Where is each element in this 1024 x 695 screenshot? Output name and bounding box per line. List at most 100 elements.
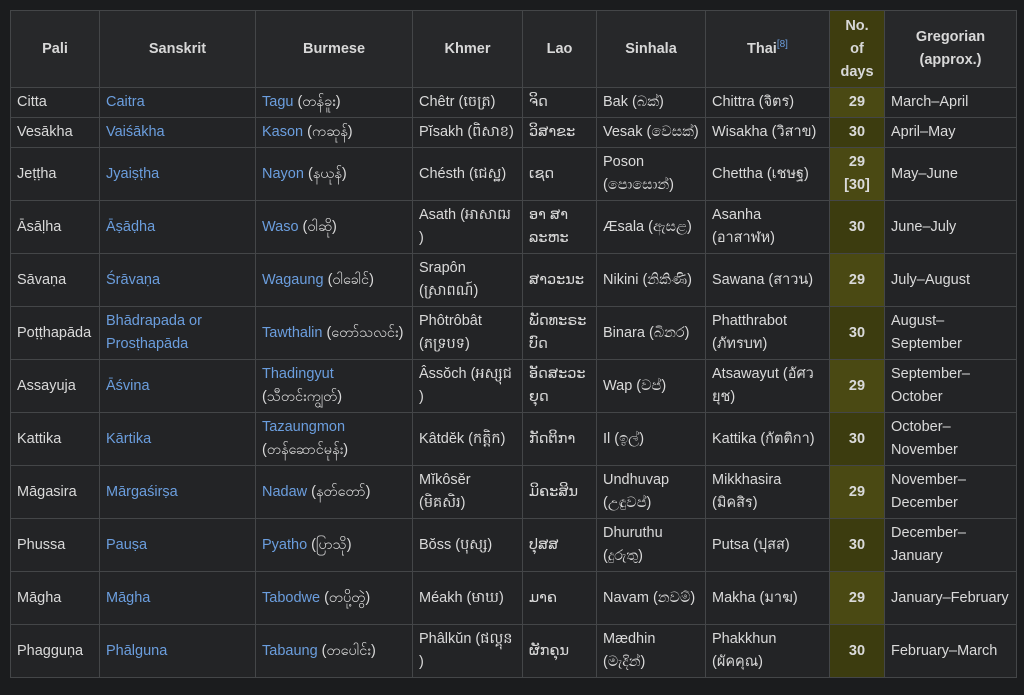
burmese-link[interactable]: Tabodwe [262,589,321,606]
header-khmer: Khmer [412,10,523,88]
cell-pali: Māgha [10,571,100,625]
cell-khmer: Chésth (ជេស្ឋ) [412,147,523,201]
burmese-link[interactable]: Tagu [262,94,294,110]
cell-sanskrit: Jyaiṣṭha [99,147,256,201]
cell-gregorian: May–June [884,147,1017,201]
days-alt-value: [30] [844,177,870,193]
cell-sinhala: Vesak (වෙසක්) [596,117,706,148]
cell-sanskrit: Māgha [99,571,256,625]
cell-burmese: Kason (ကဆုန်) [255,117,413,148]
header-thai: Thai[8] [705,10,830,88]
cell-lao: ອັດສະວະ ຍຸດ [522,359,597,413]
month-names-table: Pali Sanskrit Burmese Khmer Lao Sinhala … [10,10,1017,678]
days-value: 29 [848,483,866,500]
days-value: 30 [848,124,866,140]
cell-thai: Wisakha (วิสาข) [705,117,830,148]
days-value: 29 [848,94,866,110]
cell-lao: ມາຄ [522,571,597,625]
cell-gregorian: June–July [884,200,1017,254]
cell-burmese: Thadingyut (သီတင်းကျွတ်) [255,359,413,413]
cell-days: 30 [829,518,885,572]
cell-pali: Assayuja [10,359,100,413]
sanskrit-link[interactable]: Caitra [106,94,145,110]
cell-sinhala: Undhuvap (උඳුවප්) [596,465,706,519]
header-sinhala: Sinhala [596,10,706,88]
days-value: 30 [848,642,866,659]
cell-gregorian: November–December [884,465,1017,519]
sanskrit-link[interactable]: Jyaiṣṭha [106,165,160,182]
sanskrit-link[interactable]: Māgha [106,589,151,606]
cell-gregorian: December–January [884,518,1017,572]
cell-sanskrit: Āśvina [99,359,256,413]
cell-lao: ປຸສສ [522,518,597,572]
sanskrit-link[interactable]: Bhādrapada or Prosṭhapāda [106,313,202,352]
header-days: No. of days [829,10,885,88]
cell-thai: Phakkhun (ผัคคุณ) [705,624,830,678]
cell-lao: ເຊດ [522,147,597,201]
cell-khmer: Pĭsakh (ពិសាខ) [412,117,523,148]
cell-sinhala: Bak (බක්) [596,87,706,118]
cell-khmer: Asath (អាសាឍ ) [412,200,523,254]
cell-thai: Asanha (อาสาฬห) [705,200,830,254]
burmese-link[interactable]: Nadaw [262,483,308,500]
cell-sanskrit: Bhādrapada or Prosṭhapāda [99,306,256,360]
cell-burmese: Tabodwe (တပို့တွဲ) [255,571,413,625]
cell-pali: Sāvaṇa [10,253,100,307]
sanskrit-link[interactable]: Śrāvaṇa [106,271,161,288]
cell-gregorian: October–November [884,412,1017,466]
cell-lao: ສາວະນະ [522,253,597,307]
cell-lao: ກັດຕິກາ [522,412,597,466]
table-row: Māgasira Mārgaśirṣa Nadaw (နတ်တော်) Mĭkô… [10,465,1017,519]
burmese-script: (ဝါခေါင်) [323,271,374,288]
burmese-link[interactable]: Pyatho [262,536,308,553]
header-days-line2: of [850,40,864,57]
burmese-link[interactable]: Tabaung [262,642,318,659]
burmese-script: (တပို့တွဲ) [320,589,371,606]
citation-link[interactable]: [8] [776,38,788,50]
cell-pali: Āsāḷha [10,200,100,254]
sanskrit-link[interactable]: Mārgaśirṣa [106,483,178,500]
cell-days: 29 [829,253,885,307]
burmese-link[interactable]: Tawthalin [262,324,323,341]
table-body: Citta Caitra Tagu (တန်ခူး) Chêtr (ចេត្រ)… [10,87,1017,678]
cell-thai: Putsa (ปุสส) [705,518,830,572]
cell-sanskrit: Kārtika [99,412,256,466]
sanskrit-link[interactable]: Pauṣa [106,536,148,553]
table-row: Assayuja Āśvina Thadingyut (သီတင်းကျွတ်)… [10,359,1017,413]
cell-days: 29 [829,359,885,413]
cell-pali: Phussa [10,518,100,572]
sanskrit-link[interactable]: Āṣāḍha [106,218,156,235]
cell-sanskrit: Mārgaśirṣa [99,465,256,519]
cell-sinhala: Poson (පොසොන්) [596,147,706,201]
burmese-link[interactable]: Wagaung [262,271,324,288]
cell-sinhala: Nikini (නිකිණි) [596,253,706,307]
cell-burmese: Nadaw (နတ်တော်) [255,465,413,519]
cell-thai: Chettha (เชษฐ) [705,147,830,201]
cell-khmer: Phôtrôbât (ភទ្របទ) [412,306,523,360]
days-value: 29 [848,154,866,170]
burmese-link[interactable]: Thadingyut [262,366,334,382]
table-row: Poṭṭhapāda Bhādrapada or Prosṭhapāda Taw… [10,306,1017,360]
sanskrit-link[interactable]: Vaiśākha [106,124,165,140]
table-row: Kattika Kārtika Tazaungmon (တန်ဆောင်မုန်… [10,412,1017,466]
cell-sanskrit: Phālguna [99,624,256,678]
burmese-script: (တပေါင်း) [317,642,376,659]
cell-days: 29 [829,465,885,519]
sanskrit-link[interactable]: Phālguna [106,642,168,659]
burmese-link[interactable]: Kason [262,124,304,140]
burmese-link[interactable]: Waso [262,218,299,235]
cell-sinhala: Mædhin (මැදින්) [596,624,706,678]
cell-thai: Atsawayut (อัศวยุช) [705,359,830,413]
cell-days: 30 [829,117,885,148]
burmese-link[interactable]: Nayon [262,165,304,182]
cell-pali: Phagguṇa [10,624,100,678]
sanskrit-link[interactable]: Kārtika [106,430,152,447]
cell-pali: Citta [10,87,100,118]
cell-days: 29 [30] [829,147,885,201]
cell-burmese: Tawthalin (တော်သလင်း) [255,306,413,360]
sanskrit-link[interactable]: Āśvina [106,377,150,394]
cell-khmer: Chêtr (ចេត្រ) [412,87,523,118]
cell-days: 30 [829,412,885,466]
burmese-link[interactable]: Tazaungmon [262,419,346,435]
table-row: Māgha Māgha Tabodwe (တပို့တွဲ) Méakh (មា… [10,571,1017,625]
